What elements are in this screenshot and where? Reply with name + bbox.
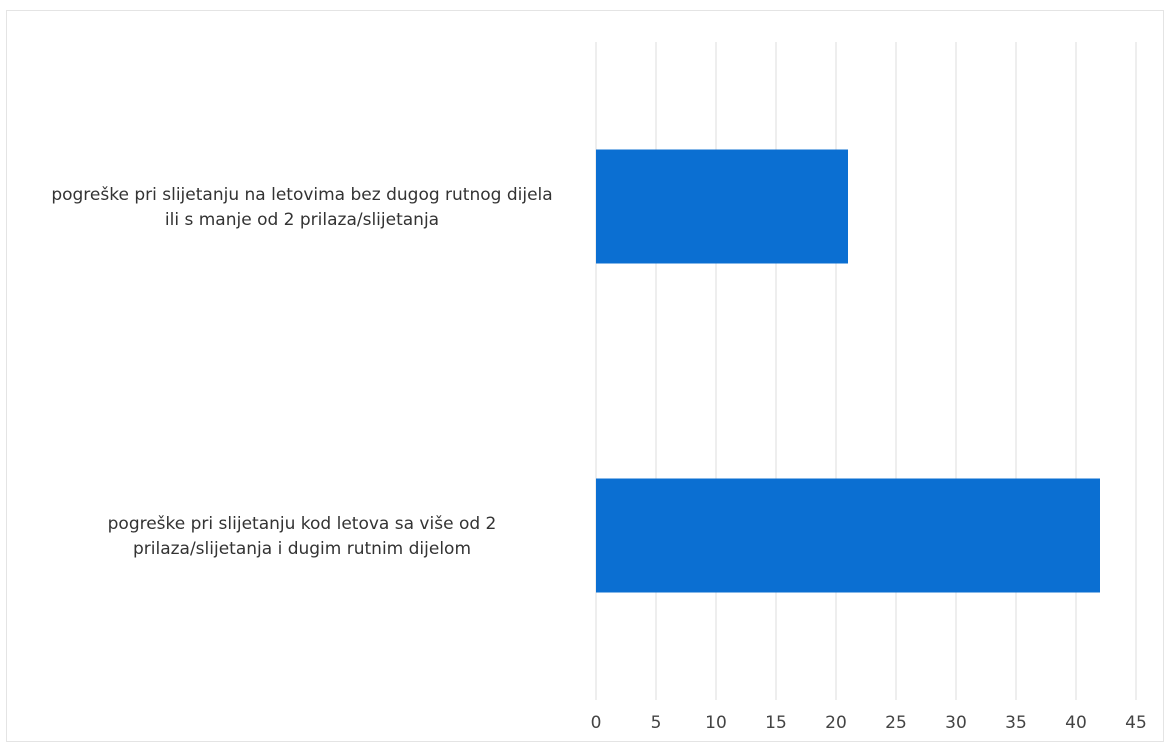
bars (596, 149, 1100, 593)
category-label-line: pogreške pri slijetanju kod letova sa vi… (108, 514, 497, 534)
x-tick-label: 0 (591, 713, 602, 733)
x-tick-label: 45 (1125, 713, 1147, 733)
x-tick-label: 20 (825, 713, 847, 733)
x-tick-label: 10 (705, 713, 727, 733)
category-label-line: prilaza/slijetanja i dugim rutnim dijelo… (133, 539, 471, 559)
bar (596, 478, 1100, 593)
x-tick-label: 25 (885, 713, 907, 733)
category-label: pogreške pri slijetanju na letovima bez … (51, 185, 552, 230)
bar (596, 149, 848, 264)
category-label: pogreške pri slijetanju kod letova sa vi… (108, 514, 497, 559)
category-label-line: ili s manje od 2 prilaza/slijetanja (165, 210, 439, 230)
category-labels: pogreške pri slijetanju na letovima bez … (51, 185, 552, 559)
x-tick-label: 5 (651, 713, 662, 733)
gridlines (595, 42, 1137, 700)
x-tick-label: 30 (945, 713, 967, 733)
chart-frame (6, 10, 1164, 742)
category-label-line: pogreške pri slijetanju na letovima bez … (51, 185, 552, 205)
x-tick-label: 35 (1005, 713, 1027, 733)
x-tick-label: 40 (1065, 713, 1087, 733)
x-tick-labels: 0 5 10 15 20 25 30 35 40 45 (591, 713, 1147, 733)
x-tick-label: 15 (765, 713, 787, 733)
